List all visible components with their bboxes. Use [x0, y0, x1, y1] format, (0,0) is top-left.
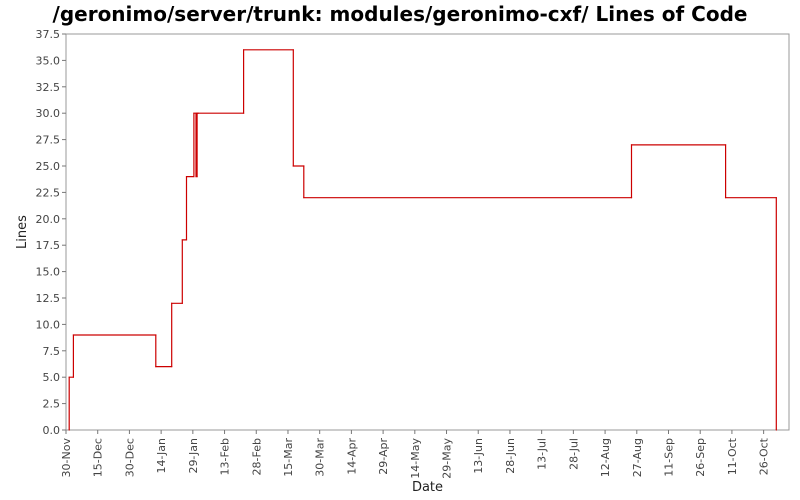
x-tick-label: 11-Oct [726, 437, 739, 475]
chart-title: /geronimo/server/trunk: modules/geronimo… [52, 2, 748, 26]
x-tick-label: 12-Aug [599, 438, 612, 477]
x-tick-label: 29-May [441, 438, 454, 479]
y-tick-label: 7.5 [43, 345, 61, 358]
data-point [72, 334, 74, 336]
data-point [630, 197, 633, 199]
data-point [193, 175, 195, 178]
data-point [72, 376, 74, 378]
x-tick-label: 13-Jul [536, 438, 549, 470]
y-tick-label: 30.0 [36, 107, 61, 120]
x-tick-label: 15-Mar [282, 438, 295, 477]
data-point [292, 165, 294, 167]
data-point [303, 197, 305, 199]
data-point [68, 376, 70, 378]
data-point [155, 334, 157, 336]
data-point [185, 239, 188, 241]
y-tick-label: 25.0 [36, 160, 61, 173]
x-tick-label: 13-Feb [219, 438, 232, 475]
data-point [724, 197, 727, 199]
x-tick-label: 14-Apr [345, 438, 358, 475]
y-tick-label: 2.5 [43, 398, 61, 411]
data-point [185, 175, 188, 178]
data-point [242, 49, 245, 51]
data-point [68, 429, 70, 431]
x-tick-label: 11-Sep [663, 438, 676, 477]
data-point [242, 112, 245, 114]
y-tick-label: 37.5 [36, 28, 61, 41]
data-point [197, 112, 199, 114]
data-point [181, 239, 183, 241]
x-tick-label: 30-Nov [60, 438, 73, 478]
x-axis-label: Date [412, 480, 443, 495]
data-point [195, 175, 197, 178]
x-tick-label: 13-Jun [472, 438, 485, 474]
plot-frame [65, 33, 790, 431]
x-tick-label: 28-Feb [250, 438, 263, 475]
data-point [303, 165, 305, 167]
data-point [196, 112, 198, 114]
plot-area: 0.0 2.5 5.0 7.5 10.0 12.5 15.0 17.5 20.0 22.5 25.0… [15, 28, 790, 495]
data-point [630, 144, 633, 146]
y-tick-label: 22.5 [36, 186, 61, 199]
y-tick-label: 10.0 [36, 318, 61, 331]
x-tick-label: 29-Apr [377, 438, 390, 475]
data-point [155, 366, 157, 368]
x-tick-label: 29-Jan [187, 438, 200, 474]
y-tick-label: 0.0 [43, 424, 61, 437]
y-tick-label: 17.5 [36, 239, 61, 252]
y-tick-label: 32.5 [36, 81, 61, 94]
y-tick-label: 35.0 [36, 54, 61, 67]
x-tick-label: 26-Sep [694, 438, 707, 477]
x-tick-label: 14-May [409, 438, 422, 479]
y-axis-label: Lines [15, 215, 30, 249]
data-point [775, 429, 777, 431]
data-point [181, 302, 183, 304]
data-point [193, 112, 195, 114]
x-tick-label: 26-Oct [758, 437, 771, 475]
y-tick-label: 27.5 [36, 134, 61, 147]
x-tick-label: 30-Dec [123, 438, 136, 477]
x-tick-label: 30-Mar [314, 438, 327, 477]
data-point [775, 197, 777, 199]
x-tick-label: 14-Jan [155, 438, 168, 474]
data-point [196, 175, 198, 178]
data-point [171, 366, 173, 368]
data-point [724, 144, 727, 146]
y-tick-label: 12.5 [36, 292, 61, 305]
y-tick-label: 15.0 [36, 266, 61, 279]
y-tick-label: 5.0 [43, 371, 61, 384]
x-tick-label: 28-Jun [504, 438, 517, 474]
x-tick-label: 15-Dec [92, 438, 105, 477]
data-point [171, 302, 173, 304]
data-point [195, 112, 197, 114]
x-tick-label: 28-Jul [567, 438, 580, 470]
x-tick-label: 27-Aug [631, 438, 644, 477]
data-point [292, 49, 294, 51]
y-tick-label: 20.0 [36, 213, 61, 226]
